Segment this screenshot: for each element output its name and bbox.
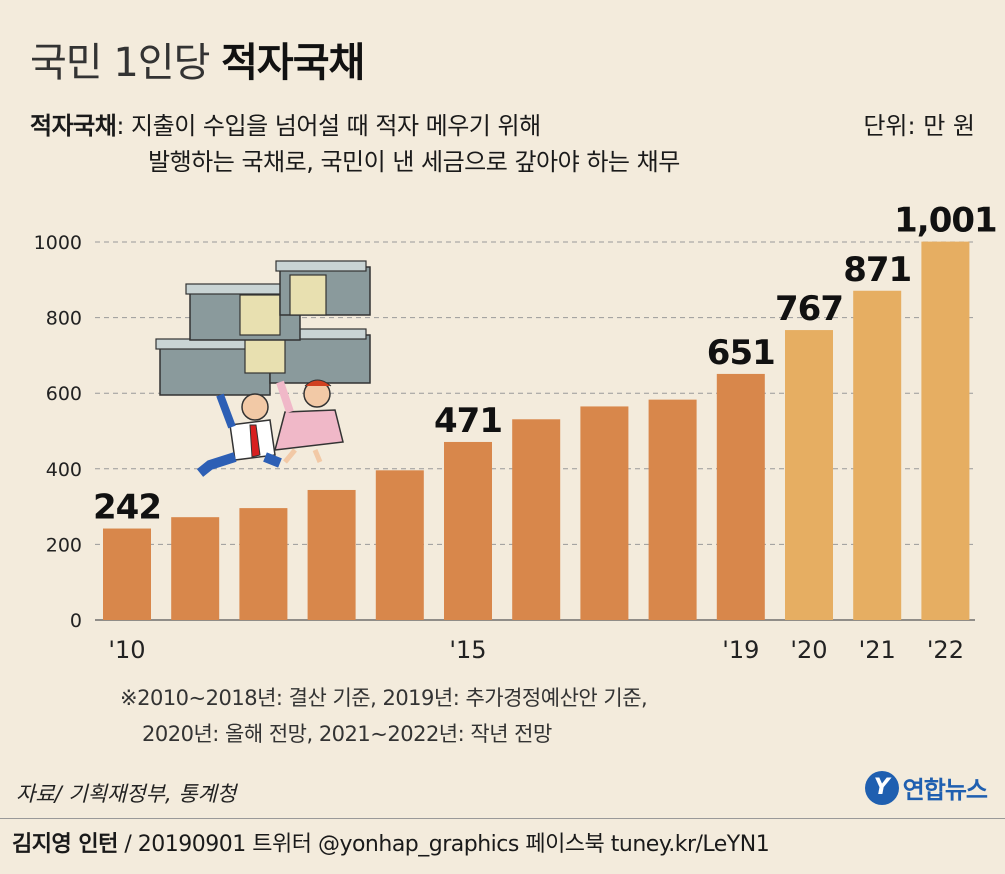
x-tick-label-2022: '22 [927, 636, 964, 664]
y-tick-label: 600 [46, 383, 82, 405]
footnote: ※2010∼2018년: 결산 기준, 2019년: 추가경정예산안 기준, 2… [120, 680, 648, 752]
definition-term: 적자국채 [30, 112, 117, 140]
y-tick-label: 0 [70, 610, 82, 632]
data-label-2022: 1,001 [894, 201, 997, 241]
definition-line1: : 지출이 수입을 넘어설 때 적자 메우기 위해 [116, 112, 541, 140]
bar-2020 [785, 330, 833, 620]
logo-text: 연합뉴스 [902, 776, 988, 804]
footnote-line1: ※2010∼2018년: 결산 기준, 2019년: 추가경정예산안 기준, [120, 686, 648, 710]
source-text: 자료/ 기획재정부, 통계청 [16, 782, 237, 806]
y-tick-label: 400 [46, 459, 82, 481]
title-bold: 적자국채 [221, 40, 365, 86]
data-label-2019: 651 [707, 333, 775, 373]
bar-2015 [444, 441, 492, 620]
logo-icon: Y [864, 770, 899, 805]
bar-2021 [853, 290, 902, 620]
x-tick-label-2021: '21 [859, 636, 896, 664]
data-label-2021: 871 [843, 250, 911, 290]
definition-line2: 발행하는 국채로, 국민이 낸 세금으로 갚아야 하는 채무 [148, 148, 680, 176]
y-tick-label: 800 [46, 308, 82, 330]
people-carrying-money-stacks-illustration [155, 260, 371, 477]
bar-2019 [716, 373, 765, 620]
bar-2017 [580, 406, 629, 620]
bar-2010 [103, 528, 151, 620]
data-label-2015: 471 [434, 401, 502, 441]
yonhap-logo: Y 연합뉴스 [864, 770, 988, 805]
unit-label: 단위: 만 원 [863, 112, 975, 140]
bar-2016 [512, 419, 561, 620]
bar-2014 [375, 470, 424, 620]
bar-2018 [648, 399, 697, 620]
bar-2013 [307, 489, 356, 620]
x-tick-label-2019: '19 [722, 636, 759, 664]
definition: 적자국채: 지출이 수입을 넘어설 때 적자 메우기 위해 발행하는 국채로, … [30, 108, 680, 180]
y-tick-label: 1000 [34, 232, 82, 254]
y-tick-label: 200 [46, 534, 82, 556]
bar-2011 [171, 517, 220, 620]
data-label-2020: 767 [775, 289, 843, 329]
title-light: 국민 1인당 [30, 40, 210, 86]
chart-title: 국민 1인당 적자국채 [30, 30, 365, 88]
footnote-line2: 2020년: 올해 전망, 2021∼2022년: 작년 전망 [142, 722, 552, 746]
x-tick-label-2010: '10 [108, 636, 145, 664]
footer-credit: 김지영 인턴 / 20190901 트위터 @yonhap_graphics 페… [12, 826, 770, 858]
footer-author: 김지영 인턴 [12, 832, 118, 857]
data-label-2010: 242 [93, 488, 161, 528]
bar-2012 [239, 508, 288, 620]
bar-2022 [921, 241, 970, 620]
x-tick-label-2015: '15 [449, 636, 486, 664]
footer-divider [0, 818, 1005, 819]
x-tick-label-2020: '20 [790, 636, 827, 664]
footer-rest: / 20190901 트위터 @yonhap_graphics 페이스북 tun… [117, 832, 770, 857]
